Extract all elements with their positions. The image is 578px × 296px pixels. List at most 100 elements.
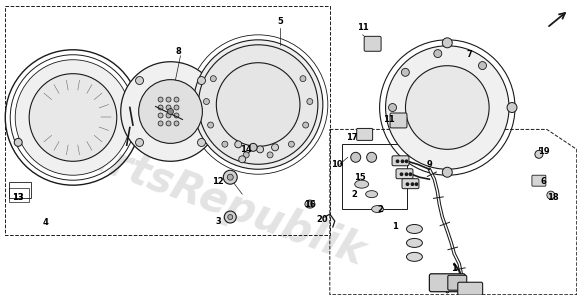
FancyBboxPatch shape [357, 128, 373, 140]
Text: 3: 3 [216, 216, 221, 226]
Circle shape [121, 62, 220, 161]
Circle shape [203, 99, 209, 104]
Circle shape [166, 105, 171, 110]
Circle shape [442, 38, 452, 48]
Circle shape [406, 66, 489, 149]
Circle shape [136, 77, 143, 85]
Circle shape [272, 144, 279, 151]
Text: 5: 5 [277, 17, 283, 26]
FancyBboxPatch shape [402, 179, 419, 189]
Ellipse shape [406, 252, 423, 261]
Circle shape [15, 60, 131, 175]
Circle shape [166, 121, 171, 126]
Circle shape [288, 141, 294, 147]
Circle shape [158, 105, 163, 110]
FancyBboxPatch shape [364, 36, 381, 51]
Circle shape [198, 77, 206, 85]
Text: 1: 1 [391, 223, 398, 231]
Text: 20: 20 [316, 215, 328, 223]
Circle shape [415, 183, 418, 185]
Circle shape [239, 156, 246, 163]
Text: 8: 8 [176, 47, 181, 56]
FancyBboxPatch shape [392, 156, 409, 166]
Bar [9, 182, 31, 198]
Text: 11: 11 [357, 23, 369, 32]
Circle shape [224, 211, 236, 223]
Ellipse shape [366, 191, 377, 198]
Circle shape [434, 50, 442, 58]
Text: 19: 19 [538, 147, 550, 156]
Ellipse shape [372, 206, 384, 213]
Circle shape [406, 183, 409, 185]
Circle shape [401, 160, 403, 163]
FancyBboxPatch shape [390, 113, 407, 128]
Circle shape [249, 143, 257, 151]
Circle shape [223, 170, 237, 184]
Circle shape [29, 74, 117, 161]
Circle shape [307, 201, 313, 207]
Text: 13: 13 [12, 193, 24, 202]
FancyBboxPatch shape [396, 169, 413, 179]
Text: 16: 16 [304, 200, 316, 209]
Circle shape [388, 104, 397, 112]
Circle shape [174, 97, 179, 102]
Circle shape [351, 152, 361, 162]
Circle shape [267, 152, 273, 158]
Text: 11: 11 [383, 115, 394, 124]
Text: 18: 18 [547, 193, 559, 202]
Circle shape [405, 173, 407, 176]
Circle shape [174, 105, 179, 110]
Circle shape [168, 109, 173, 115]
Text: 6: 6 [541, 177, 547, 186]
Circle shape [386, 46, 509, 169]
Circle shape [547, 191, 555, 199]
Circle shape [228, 215, 233, 220]
Ellipse shape [355, 180, 369, 188]
Bar [5, 6, 330, 235]
FancyBboxPatch shape [448, 275, 466, 290]
Circle shape [257, 146, 264, 153]
Bar [342, 144, 407, 209]
Text: 12: 12 [213, 177, 224, 186]
Circle shape [366, 152, 377, 162]
Text: 9: 9 [427, 160, 432, 169]
Circle shape [158, 113, 163, 118]
Circle shape [507, 102, 517, 112]
Circle shape [158, 97, 163, 102]
Circle shape [166, 113, 171, 118]
Circle shape [243, 152, 249, 158]
Bar [9, 188, 29, 202]
FancyBboxPatch shape [429, 274, 465, 292]
Circle shape [409, 173, 412, 176]
Circle shape [174, 113, 179, 118]
Ellipse shape [406, 224, 423, 234]
Text: PartsRepublik: PartsRepublik [51, 124, 370, 274]
Circle shape [210, 76, 216, 82]
Circle shape [412, 183, 414, 185]
Circle shape [166, 97, 171, 102]
Circle shape [405, 160, 407, 163]
Circle shape [174, 121, 179, 126]
Circle shape [158, 121, 163, 126]
Circle shape [300, 76, 306, 82]
Circle shape [442, 167, 452, 177]
Circle shape [235, 141, 242, 148]
Circle shape [136, 139, 143, 147]
Circle shape [14, 139, 22, 146]
FancyBboxPatch shape [458, 282, 483, 295]
Text: 7: 7 [466, 50, 472, 59]
Text: 2: 2 [377, 205, 384, 214]
Circle shape [479, 62, 487, 70]
Text: 13: 13 [12, 193, 24, 202]
Circle shape [401, 68, 409, 76]
Text: 15: 15 [354, 173, 365, 182]
Circle shape [198, 139, 206, 147]
Circle shape [401, 173, 403, 176]
Text: 4: 4 [42, 218, 48, 226]
Text: 10: 10 [331, 160, 343, 169]
Text: 2: 2 [352, 190, 358, 199]
Circle shape [535, 150, 543, 158]
Circle shape [208, 122, 214, 128]
Circle shape [222, 141, 228, 147]
Ellipse shape [406, 239, 423, 247]
